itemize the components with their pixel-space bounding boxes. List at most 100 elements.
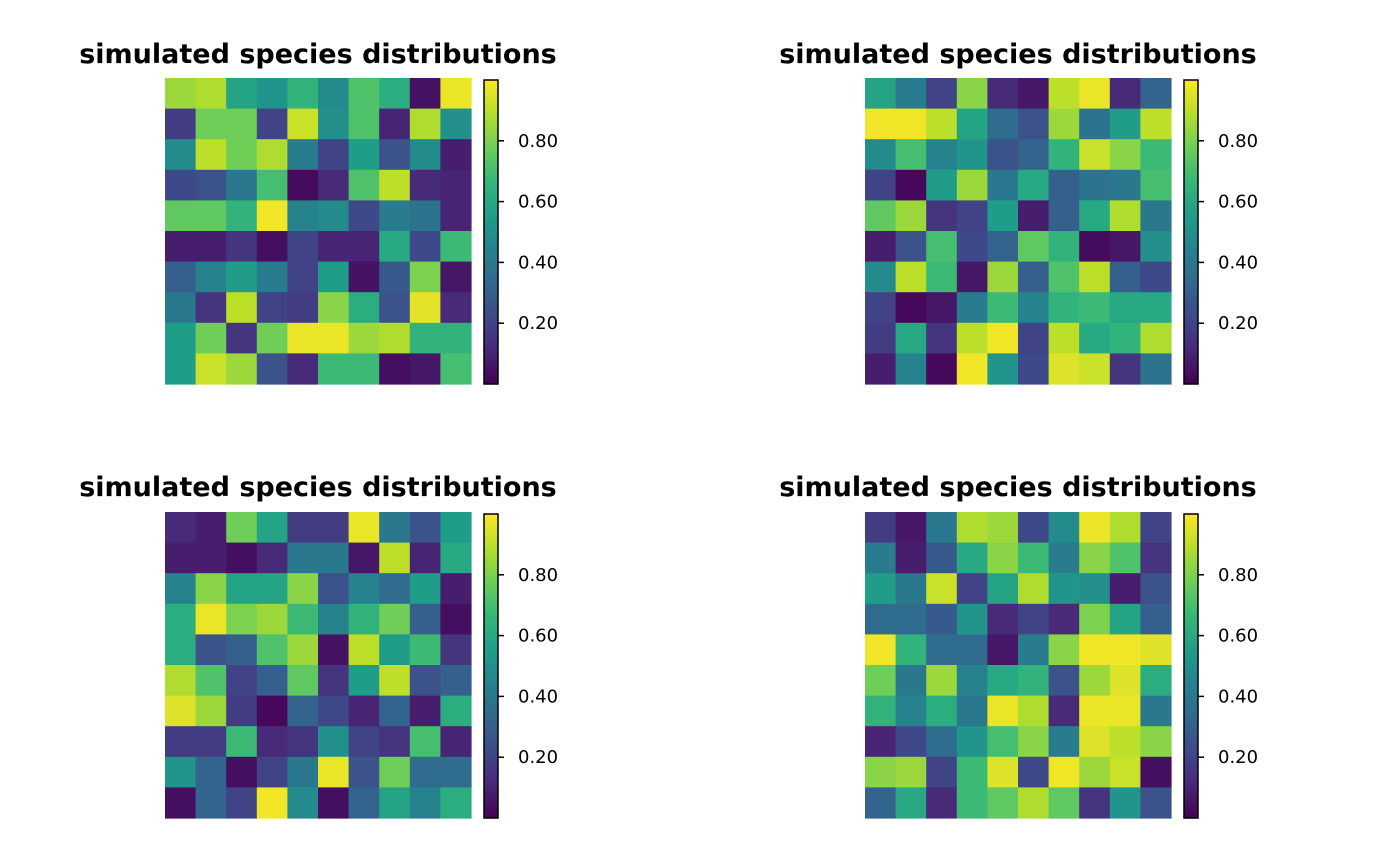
heatmap-cell xyxy=(1140,292,1172,324)
heatmap-cell xyxy=(956,542,988,574)
heatmap-cell xyxy=(348,573,380,605)
heatmap-cell xyxy=(865,139,897,171)
heatmap-cell xyxy=(379,756,411,788)
heatmap-cell xyxy=(987,78,1019,110)
heatmap-cell xyxy=(348,78,380,110)
heatmap-cell xyxy=(318,261,350,293)
heatmap-cell xyxy=(409,261,441,293)
heatmap-cell xyxy=(926,353,958,385)
colorbar-tick-label: 0.80 xyxy=(518,131,558,152)
heatmap-cell xyxy=(409,322,441,354)
heatmap-cell xyxy=(1140,200,1172,232)
heatmap-cell xyxy=(895,756,927,788)
heatmap-cell xyxy=(1109,603,1141,635)
heatmap-cell xyxy=(226,695,258,727)
heatmap-cell xyxy=(1109,695,1141,727)
heatmap-cell xyxy=(409,665,441,697)
heatmap-cells xyxy=(865,512,1172,819)
heatmap-cell xyxy=(256,292,288,324)
heatmap-cell xyxy=(348,108,380,140)
heatmap-cell xyxy=(1048,787,1080,819)
heatmap-cell xyxy=(256,573,288,605)
heatmap-cell xyxy=(226,231,258,263)
heatmap-cell xyxy=(1140,756,1172,788)
heatmap-cell xyxy=(1018,756,1050,788)
heatmap-cell xyxy=(256,542,288,574)
heatmap-cell xyxy=(226,603,258,635)
heatmap-cell xyxy=(1109,261,1141,293)
heatmap-cell xyxy=(195,665,227,697)
heatmap-cell xyxy=(956,139,988,171)
heatmap-cell xyxy=(287,231,319,263)
heatmap-cell xyxy=(165,665,197,697)
heatmap-cell xyxy=(165,169,197,201)
heatmap-cell xyxy=(409,292,441,324)
heatmap-cell xyxy=(379,542,411,574)
heatmap-cell xyxy=(379,292,411,324)
heatmap-cell xyxy=(409,353,441,385)
heatmap-cell xyxy=(318,726,350,758)
heatmap-cell xyxy=(1109,322,1141,354)
heatmap-cell xyxy=(440,542,472,574)
heatmap-cell xyxy=(1048,665,1080,697)
heatmap-cell xyxy=(195,726,227,758)
heatmap-cell xyxy=(926,512,958,544)
heatmap-cell xyxy=(956,200,988,232)
heatmap-cell xyxy=(1079,322,1111,354)
heatmap-panel-2: simulated species distributions 0.20 0.40 0… xyxy=(779,39,1258,385)
heatmap-cell xyxy=(956,78,988,110)
heatmap-cell xyxy=(956,108,988,140)
heatmap-cell xyxy=(195,542,227,574)
heatmap-cell xyxy=(1079,634,1111,666)
heatmap-cell xyxy=(1079,573,1111,605)
heatmap-cell xyxy=(895,665,927,697)
heatmap-panel-3: simulated species distributions 0.20 0.40 0… xyxy=(79,472,558,819)
heatmap-cell xyxy=(318,169,350,201)
heatmap-cell xyxy=(1079,695,1111,727)
heatmap-cell xyxy=(1140,231,1172,263)
heatmap-cell xyxy=(226,726,258,758)
heatmap-cell xyxy=(256,108,288,140)
heatmap-cell xyxy=(1109,512,1141,544)
heatmap-cell xyxy=(987,726,1019,758)
heatmap-cell xyxy=(287,139,319,171)
heatmap-cell xyxy=(987,603,1019,635)
heatmap-cell xyxy=(956,787,988,819)
heatmap-cell xyxy=(348,665,380,697)
heatmap-cell xyxy=(379,573,411,605)
heatmap-cell xyxy=(226,322,258,354)
heatmap-cell xyxy=(1140,665,1172,697)
heatmap-cell xyxy=(195,200,227,232)
heatmap-cell xyxy=(348,231,380,263)
heatmap-cell xyxy=(379,512,411,544)
heatmap-cell xyxy=(348,292,380,324)
heatmap-cell xyxy=(1140,603,1172,635)
heatmap-cell xyxy=(440,512,472,544)
heatmap-cell xyxy=(256,261,288,293)
heatmap-cell xyxy=(1048,603,1080,635)
heatmap-cell xyxy=(379,78,411,110)
heatmap-cell xyxy=(956,231,988,263)
heatmap-cell xyxy=(1109,139,1141,171)
heatmap-cell xyxy=(987,200,1019,232)
heatmap-cell xyxy=(256,139,288,171)
heatmap-cell xyxy=(226,261,258,293)
heatmap-cell xyxy=(226,756,258,788)
heatmap-cell xyxy=(1018,231,1050,263)
heatmap-cell xyxy=(409,200,441,232)
heatmap-cell xyxy=(1018,78,1050,110)
heatmap-cell xyxy=(195,169,227,201)
heatmap-cell xyxy=(1018,169,1050,201)
heatmap-cell xyxy=(195,231,227,263)
heatmap-cell xyxy=(256,665,288,697)
heatmap-cell xyxy=(1048,292,1080,324)
heatmap-cell xyxy=(1109,78,1141,110)
heatmap-cell xyxy=(865,787,897,819)
heatmap-cell xyxy=(987,261,1019,293)
heatmap-cell xyxy=(195,139,227,171)
heatmap-cell xyxy=(1048,200,1080,232)
heatmap-cell xyxy=(956,322,988,354)
heatmap-cell xyxy=(1048,756,1080,788)
heatmap-cell xyxy=(440,634,472,666)
colorbar-tick-label: 0.40 xyxy=(518,686,558,707)
